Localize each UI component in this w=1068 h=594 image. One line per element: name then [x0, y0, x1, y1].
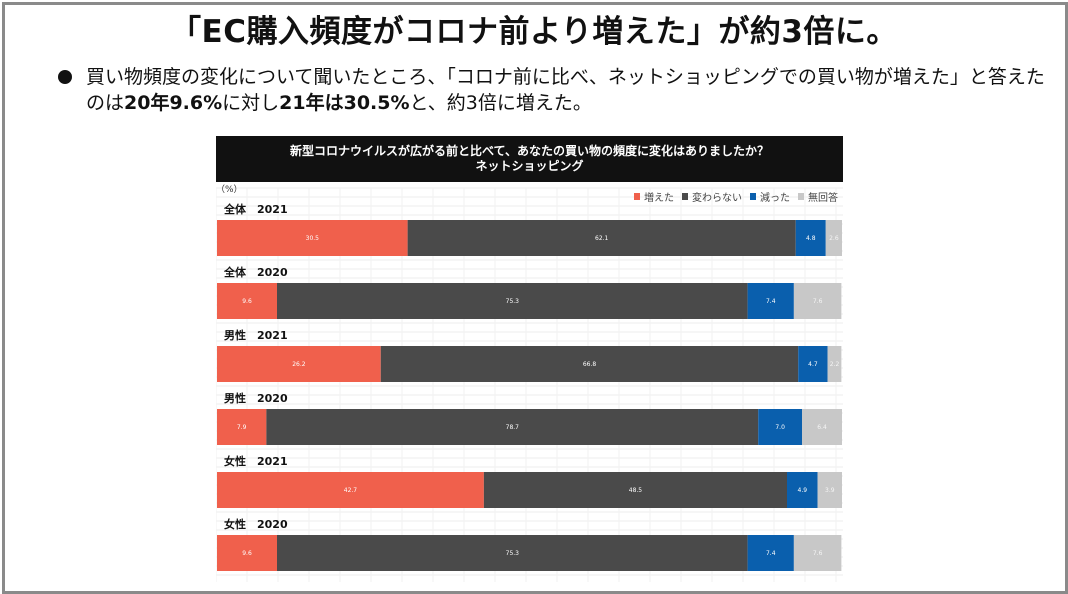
category-label: 男性 2020 [224, 391, 288, 405]
category-label: 全体 2021 [223, 202, 288, 216]
bar-segment [747, 283, 794, 319]
data-label: 48.5 [629, 487, 643, 494]
data-label: 66.8 [583, 361, 597, 368]
data-label: 2.2 [830, 361, 840, 368]
data-label: 4.7 [808, 361, 818, 368]
bullet-text-part2: に対し [222, 92, 280, 114]
bar-segment [483, 472, 787, 508]
bullet-bold-2020: 20年9.6% [124, 92, 223, 114]
data-label: 7.4 [766, 298, 776, 305]
legend-label: 増えた [644, 191, 674, 204]
chart-title: 新型コロナウイルスが広がる前と比べて、あなたの買い物の頻度に変化はありましたか？ [290, 144, 769, 158]
data-label: 9.6 [242, 550, 252, 557]
bar-segment [407, 220, 796, 256]
legend-swatch [682, 193, 688, 200]
category-label: 女性 2020 [224, 517, 288, 531]
data-label: 7.0 [775, 424, 785, 431]
unit-label: （%） [216, 184, 243, 195]
bar-segment [787, 472, 818, 508]
data-label: 78.7 [506, 424, 520, 431]
slide-headline: 「EC購入頻度がコロナ前より増えた」が約3倍に。 [170, 14, 898, 50]
category-label: 女性 2021 [224, 454, 288, 468]
legend-swatch [634, 193, 640, 200]
data-label: 9.6 [242, 298, 252, 305]
data-label: 6.4 [817, 424, 827, 431]
bar-segment [217, 472, 484, 508]
bar-segment [277, 535, 748, 571]
data-label: 4.8 [806, 235, 816, 242]
bar-segment [793, 283, 842, 319]
bar-segment [747, 535, 794, 571]
stacked-bar-chart: 新型コロナウイルスが広がる前と比べて、あなたの買い物の頻度に変化はありましたか？… [216, 136, 843, 584]
data-label: 7.6 [813, 298, 823, 305]
category-label: 男性 2021 [224, 328, 288, 342]
bar-segment [217, 535, 277, 571]
data-label: 4.9 [798, 487, 808, 494]
bullet-icon [58, 70, 72, 84]
data-label: 2.6 [829, 235, 839, 242]
bar-segment [277, 283, 748, 319]
bar-segment [793, 535, 842, 571]
data-label: 7.6 [813, 550, 823, 557]
legend-label: 変わらない [692, 191, 742, 204]
data-label: 75.3 [506, 550, 520, 557]
bar-segment [798, 346, 828, 382]
data-label: 7.4 [766, 550, 776, 557]
category-label: 全体 2020 [223, 265, 288, 279]
chart-subtitle: ネットショッピング [475, 159, 584, 173]
bullet-bold-2021: 21年は30.5% [279, 92, 410, 114]
bar-segment [217, 283, 277, 319]
bullet-text-part1: 買い物頻度の変化について聞いたところ、「コロナ前に比べ、ネットショッピングでの買… [86, 66, 1045, 114]
bar-segment [217, 346, 381, 382]
data-label: 75.3 [506, 298, 520, 305]
data-label: 7.9 [237, 424, 247, 431]
bullet-point: 買い物頻度の変化について聞いたところ、「コロナ前に比べ、ネットショッピングでの買… [58, 64, 1048, 116]
data-label: 62.1 [595, 235, 609, 242]
legend-label: 無回答 [808, 191, 838, 204]
bar-segment [795, 220, 826, 256]
bar-segment [217, 409, 267, 445]
bar-segment [758, 409, 802, 445]
legend-swatch [798, 193, 804, 200]
data-label: 26.2 [292, 361, 306, 368]
bar-segment [217, 220, 408, 256]
data-label: 30.5 [306, 235, 320, 242]
legend-swatch [750, 193, 756, 200]
data-label: 42.7 [344, 487, 358, 494]
bar-segment [802, 409, 842, 445]
bar-segment [825, 220, 842, 256]
data-label: 3.9 [825, 487, 835, 494]
legend-label: 減った [760, 191, 790, 204]
bar-segment [817, 472, 842, 508]
bar-segment [380, 346, 799, 382]
bar-segment [266, 409, 759, 445]
bar-segment [827, 346, 842, 382]
bullet-text: 買い物頻度の変化について聞いたところ、「コロナ前に比べ、ネットショッピングでの買… [86, 64, 1048, 116]
chart-title-banner: 新型コロナウイルスが広がる前と比べて、あなたの買い物の頻度に変化はありましたか？… [216, 136, 843, 182]
bullet-text-part3: と、約3倍に増えた。 [409, 92, 592, 114]
